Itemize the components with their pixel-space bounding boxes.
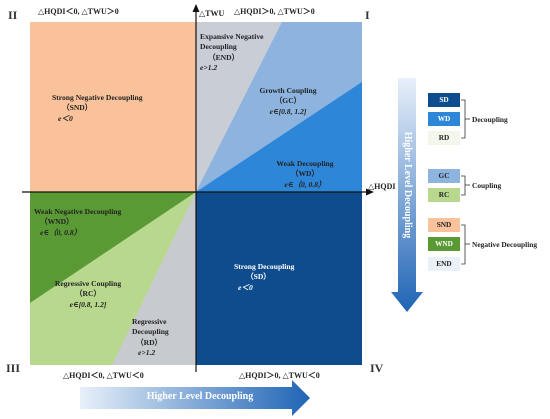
horizontal-arrow: [80, 380, 310, 416]
quadrant-iv-label: IV: [370, 361, 384, 375]
region-sd-text: Strong Decoupling （SD） e＜0: [234, 262, 295, 292]
vertical-arrow-label: Higher Level Decoupling: [402, 131, 413, 239]
region-gc-text: Growth Coupling （GC） e∈[0.8, 1.2]: [259, 86, 317, 116]
region-end-text: Expansive Negative Decoupling （END） e>1.…: [200, 32, 264, 72]
region-sd: [196, 192, 362, 365]
region-snd: [30, 22, 196, 192]
x-axis-arrowhead: [366, 188, 374, 196]
quadrant-i-label: I: [365, 8, 370, 22]
y-axis-arrowhead: [192, 4, 200, 12]
quadrant-ii-label: II: [8, 8, 18, 22]
legend-brackets: [461, 99, 470, 265]
legend-label-decoupling: Decoupling: [472, 115, 508, 124]
corner-top-right: △HQDI＞0, △TWU＞0: [234, 7, 315, 16]
region-wd: [196, 82, 362, 192]
legend-swatch-rd: RD: [428, 131, 460, 145]
region-wnd: [30, 192, 196, 303]
legend-label-coupling: Coupling: [472, 181, 502, 190]
quadrant-iii-label: III: [6, 361, 21, 375]
region-rd-text: Regressive Decoupling （RD） e>1.2: [132, 317, 169, 357]
legend-swatch-end: END: [428, 257, 460, 271]
legend-swatch-sd: SD: [428, 93, 460, 107]
region-rd: [112, 192, 196, 365]
legend-swatch-rc: RC: [428, 188, 460, 202]
region-rc-text: Regressive Coupling （RC） e∈[0.8, 1.2]: [54, 279, 122, 309]
region-wnd-text: Weak Negative Decoupling （WND） e∈（0, 0.8…: [34, 207, 122, 237]
corner-top-left: △HQDI＜0, △TWU＞0: [38, 7, 119, 16]
x-axis-label: △HQDI: [368, 182, 396, 191]
legend-swatch-snd: SND: [428, 218, 460, 232]
vertical-arrow: [391, 78, 423, 312]
region-snd-text: Strong Negative Decoupling （SND） e＜0: [52, 93, 143, 123]
corner-bottom-right: △HQDI＞0, △TWU＜0: [239, 371, 320, 380]
legend-label-negative-decoupling: Negative Decoupling: [472, 240, 538, 249]
region-end: [196, 22, 282, 192]
legend-swatch-gc: GC: [428, 169, 460, 183]
corner-bottom-left: △HQDI＜0, △TWU＜0: [63, 371, 144, 380]
region-wd-text: Weak Decoupling （WD） e∈（0, 0.8）: [276, 159, 334, 189]
y-axis-label: △TWU: [199, 9, 225, 18]
horizontal-arrow-label: Higher Level Decoupling: [146, 391, 254, 402]
legend-swatch-wd: WD: [428, 112, 460, 126]
legend-swatch-wnd: WND: [428, 237, 460, 251]
